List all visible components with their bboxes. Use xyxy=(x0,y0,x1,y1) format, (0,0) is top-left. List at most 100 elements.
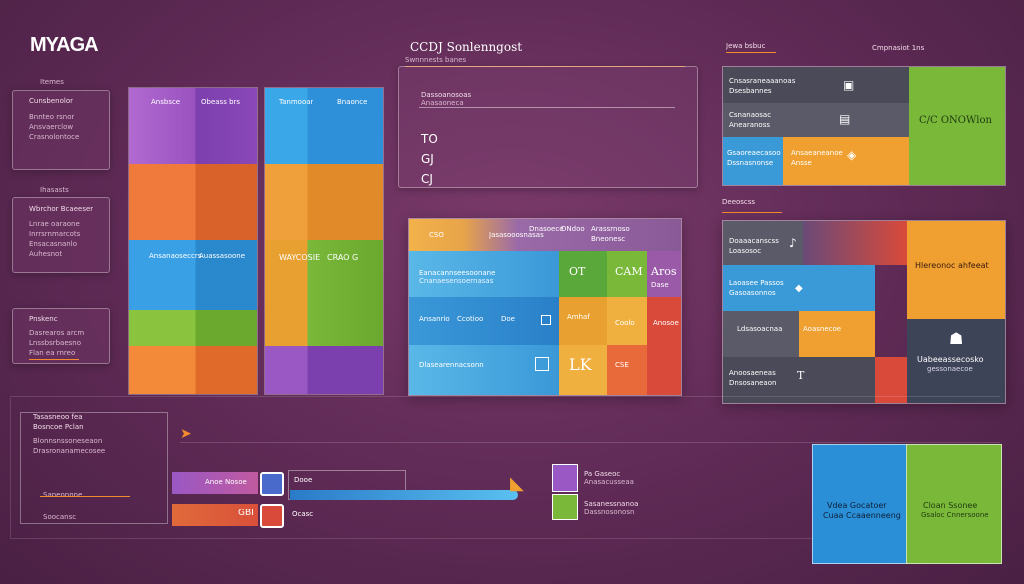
sidebar-card-2-line: Ensacasnanlo xyxy=(29,240,77,248)
right-mid-row-1[interactable] xyxy=(723,221,803,265)
grid-row-3-cell-3[interactable] xyxy=(647,345,681,395)
column-1-header-2: Obeass brs xyxy=(201,98,241,106)
right-mid-orange-block[interactable] xyxy=(907,221,1005,319)
sidebar-card-3-title: Pnskenc xyxy=(29,315,58,323)
column-1-mid-1: Ansanaoseccrs xyxy=(149,252,202,260)
sidebar-card-3-underline xyxy=(29,359,79,360)
column-2-top-segment xyxy=(265,88,383,164)
bar-2-left[interactable] xyxy=(172,504,258,526)
right-mid-row-2-icon[interactable]: ◆ xyxy=(795,283,803,294)
bar-2-right: Ocasc xyxy=(292,510,314,518)
right-mid-row-2[interactable] xyxy=(723,265,875,311)
grid-row-2-cell-3[interactable] xyxy=(647,297,681,345)
bar-1-handle[interactable] xyxy=(260,472,284,496)
right-top-row-3-b: Dssnasnonse xyxy=(727,159,774,167)
right-mid-row-3-orange[interactable] xyxy=(799,311,875,357)
grid-row-2-main[interactable] xyxy=(409,297,559,345)
center-top-icon-2[interactable]: GJ xyxy=(421,152,434,166)
grid-row-1-main[interactable] xyxy=(409,251,559,297)
grid-row-2-cell-2[interactable] xyxy=(607,297,647,345)
column-1-top-segment xyxy=(129,88,257,164)
sidebar-card-2[interactable]: Wbrchor Bcaeeser Lnrae oaraone Inrrsrnma… xyxy=(12,197,110,273)
right-top-row-2-icon[interactable]: ▤ xyxy=(839,112,851,126)
bar-1-left[interactable] xyxy=(172,472,258,494)
bar-1-right: Dooe xyxy=(294,476,313,484)
right-top-row-1-icon[interactable]: ▣ xyxy=(843,78,855,92)
center-top-icon-3[interactable]: CJ xyxy=(421,172,433,186)
bottom-blue-title: Vdea Gocatoer xyxy=(827,501,887,510)
right-mid-row-3-b: Aoasnecoe xyxy=(803,325,842,333)
grid-row-2-c1: Ccotioo xyxy=(457,315,484,323)
column-1[interactable]: Ansbsce Obeass brs Ansanaoseccrs Auassas… xyxy=(128,87,258,395)
right-mid-row-1-a: Doaaacanscss xyxy=(729,237,779,245)
grid-row-1-c1: OT xyxy=(569,265,586,278)
grid-row-3-cell-2[interactable] xyxy=(607,345,647,395)
grid-row-3-main[interactable] xyxy=(409,345,559,395)
center-top-panel[interactable]: Dassoanosoas Anasaoneca TO GJ CJ xyxy=(398,66,698,188)
grid-row-1-sub: Cnanaesensoernasas xyxy=(419,277,494,285)
mini-block-green[interactable] xyxy=(552,494,578,520)
bottom-left-panel[interactable]: Tasasneoo fea Bosncoe Pclan Blonnsnssone… xyxy=(20,412,168,524)
right-header-underline-1 xyxy=(726,52,776,53)
right-mid-row-1-icon[interactable]: ♪ xyxy=(789,236,797,250)
grid-row-2-c3: Amhaf xyxy=(567,313,590,321)
column-2[interactable]: Tanmooar Bnaonce WAYCOSIE CRAO G xyxy=(264,87,384,395)
right-top-row-1[interactable] xyxy=(723,67,909,103)
bottom-mid-line-text: Sasanessnanoa xyxy=(584,500,639,508)
right-mid-row-3[interactable] xyxy=(723,311,799,357)
bottom-left-line: Tasasneoo fea xyxy=(33,413,83,421)
column-2-header-1: Tanmooar xyxy=(279,98,314,106)
grid-row-1-cell-1[interactable] xyxy=(559,251,607,297)
right-top-panel[interactable]: Cnsasraneaaanoas Dsesbannes ▣ Csnanaosac… xyxy=(722,66,1006,186)
right-top-row-3-c: Ansaeaneanoe xyxy=(791,149,843,157)
sidebar-card-1-line: Bnnteo rsnor xyxy=(29,113,75,121)
bottom-green-card[interactable]: Cloan Ssonee Gsaloc Cnnersoone xyxy=(906,444,1002,564)
grid-row-2-checkbox[interactable] xyxy=(541,315,551,325)
data-grid[interactable]: CSO Jasasooosnasas Dnasoece DNdoo Arassr… xyxy=(408,218,682,396)
right-top-big-label: C/C ONOWlon xyxy=(919,115,992,126)
sidebar-card-1-title: Cunsbenolor xyxy=(29,97,73,105)
right-top-row-2[interactable] xyxy=(723,103,909,137)
user-icon: ☗ xyxy=(949,329,964,348)
center-top-icon-1[interactable]: TO xyxy=(421,132,438,146)
sidebar-card-3[interactable]: Pnskenc Dasrearos arcm Lnssbsrbaesno Fla… xyxy=(12,308,110,364)
flag-icon: ◣ xyxy=(510,473,524,494)
grid-row-1-cell-3[interactable] xyxy=(647,251,681,297)
grid-row-2-cell-1[interactable] xyxy=(559,297,607,345)
center-top-divider xyxy=(419,107,675,108)
mini-block-purple[interactable] xyxy=(552,464,578,492)
grid-header-c3: Dnasoece xyxy=(529,225,564,233)
grid-row-2-c4: Coolo xyxy=(615,319,635,327)
right-mid-underline xyxy=(722,212,782,213)
bottom-blue-card[interactable]: Vdea Gocatoer Cuaa Ccaaenneeng xyxy=(812,444,908,564)
center-top-line-2: Anasaoneca xyxy=(421,99,464,107)
right-mid-dark-title: Uabeeassecosko xyxy=(917,355,984,364)
right-mid-dark-block[interactable] xyxy=(907,319,1005,403)
grid-header-c4: DNdoo xyxy=(561,225,585,233)
grid-row-2-text: Ansanrio xyxy=(419,315,450,323)
right-mid-panel[interactable]: Doaaacanscss Loasosoc ♪ Laoasee Passos G… xyxy=(722,220,1006,404)
right-mid-dark-sub: gessonaecoe xyxy=(927,365,973,373)
right-mid-label: Deeoscss xyxy=(722,198,756,206)
sidebar-card-3-line: Lnssbsrbaesno xyxy=(29,339,82,347)
grid-header-c2: Jasasooosnasas xyxy=(489,231,544,239)
right-mid-row-2-b: Gasoasonnos xyxy=(729,289,776,297)
right-top-row-3-icon[interactable]: ◈ xyxy=(847,148,857,162)
bar-2-label: GBI xyxy=(238,509,254,518)
right-mid-row-4[interactable] xyxy=(723,357,875,403)
column-2-orange-segment xyxy=(265,164,383,240)
app-logo[interactable]: MYAGA xyxy=(30,34,99,56)
grid-row-3-checkbox[interactable] xyxy=(535,357,549,371)
sidebar-card-1[interactable]: Cunsbenolor Bnnteo rsnor Ansvaerclow Cra… xyxy=(12,90,110,170)
right-mid-row-4-a: Anoosaeneas xyxy=(729,369,776,377)
column-1-mid-2: Auassasoone xyxy=(199,252,246,260)
right-top-row-3-blue[interactable] xyxy=(723,137,783,185)
right-top-green-block[interactable] xyxy=(909,67,1005,185)
column-1-orange-segment xyxy=(129,164,257,240)
grid-row-3-cell-1[interactable] xyxy=(559,345,607,395)
grid-row-1-cell-2[interactable] xyxy=(607,251,647,297)
bar-2-handle[interactable] xyxy=(260,504,284,528)
right-top-row-3-orange[interactable] xyxy=(783,137,909,185)
right-top-row-3-a: Gsaoreaecasoo xyxy=(727,149,781,157)
bottom-left-small: Saneonnne xyxy=(43,491,83,499)
